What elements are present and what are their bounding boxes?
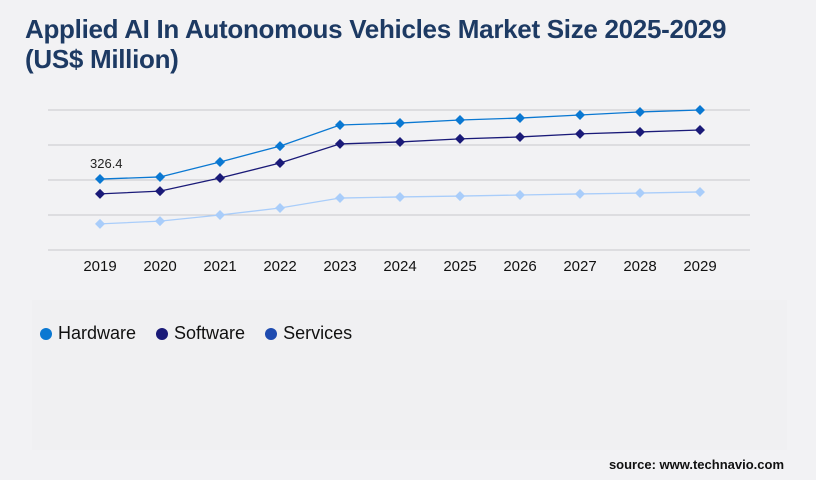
legend-label: Hardware [58, 323, 137, 343]
data-point [695, 105, 705, 115]
legend: Hardware Software Services [40, 323, 352, 344]
x-tick-label: 2019 [83, 258, 116, 275]
x-tick-label: 2021 [203, 258, 236, 275]
data-point [635, 188, 645, 199]
x-tick-label: 2027 [563, 258, 596, 275]
legend-label: Software [174, 323, 246, 343]
legend-panel [32, 300, 787, 450]
data-point [395, 191, 405, 202]
data-point [515, 190, 525, 200]
data-point [455, 191, 465, 202]
data-point [275, 141, 285, 152]
legend-label: Services [283, 323, 353, 343]
data-point [575, 128, 585, 139]
data-point [95, 174, 105, 185]
data-point [395, 118, 405, 129]
legend-item-software: Software [156, 323, 245, 344]
data-point [515, 131, 525, 142]
x-tick-label: 2029 [683, 258, 716, 275]
data-point [395, 136, 405, 147]
source-text: source: www.technavio.com [608, 457, 784, 472]
chart-title: Applied AI In Autonomous Vehicles Market… [25, 14, 727, 74]
x-tick-label: 2024 [383, 258, 416, 275]
data-point [335, 193, 345, 204]
legend-item-services: Services [265, 323, 352, 344]
legend-item-hardware: Hardware [40, 323, 136, 344]
data-point [275, 203, 285, 214]
data-label: 326.4 [90, 156, 123, 171]
data-point [635, 126, 645, 137]
data-point [335, 120, 345, 130]
data-point [275, 158, 285, 169]
data-point [635, 106, 645, 117]
data-point [215, 210, 225, 220]
x-tick-label: 2023 [323, 258, 356, 275]
data-point [155, 216, 165, 227]
data-point [695, 186, 705, 197]
data-point [215, 173, 225, 184]
x-tick-label: 2022 [263, 258, 296, 275]
data-point [575, 110, 585, 120]
data-point [95, 218, 105, 229]
series-services [95, 186, 705, 229]
data-point [95, 188, 105, 199]
series-software [95, 125, 705, 199]
data-point [215, 156, 225, 167]
data-point [695, 125, 705, 135]
x-tick-label: 2025 [443, 258, 476, 275]
x-tick-label: 2028 [623, 258, 656, 275]
series-hardware [95, 105, 705, 185]
data-point [575, 188, 585, 199]
legend-marker-icon [156, 327, 169, 340]
data-point [155, 171, 165, 182]
x-tick-label: 2020 [143, 258, 176, 275]
data-point [455, 115, 465, 125]
data-point [515, 113, 525, 124]
data-point [335, 138, 345, 149]
data-point [455, 133, 465, 144]
legend-marker-icon [265, 327, 278, 340]
legend-marker-icon [40, 327, 52, 340]
x-tick-label: 2026 [503, 258, 536, 275]
data-point [155, 186, 165, 197]
